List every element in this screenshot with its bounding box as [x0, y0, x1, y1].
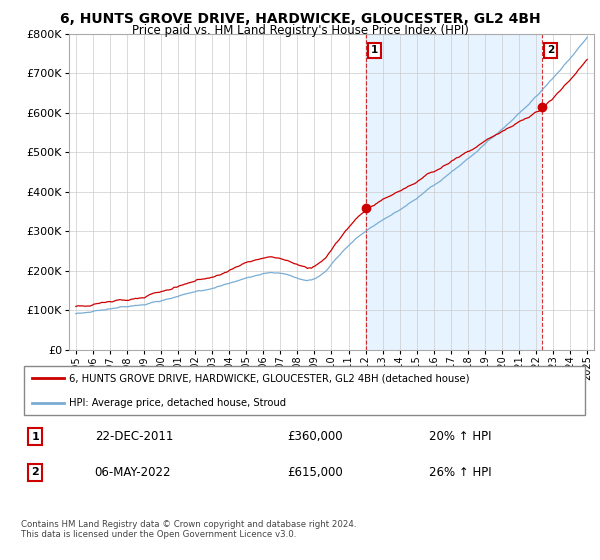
Text: 06-MAY-2022: 06-MAY-2022: [95, 466, 171, 479]
Text: £615,000: £615,000: [287, 466, 343, 479]
Text: 22-DEC-2011: 22-DEC-2011: [95, 430, 173, 443]
Text: 26% ↑ HPI: 26% ↑ HPI: [429, 466, 492, 479]
Text: 6, HUNTS GROVE DRIVE, HARDWICKE, GLOUCESTER, GL2 4BH: 6, HUNTS GROVE DRIVE, HARDWICKE, GLOUCES…: [59, 12, 541, 26]
Text: 6, HUNTS GROVE DRIVE, HARDWICKE, GLOUCESTER, GL2 4BH (detached house): 6, HUNTS GROVE DRIVE, HARDWICKE, GLOUCES…: [69, 374, 470, 384]
Text: Price paid vs. HM Land Registry's House Price Index (HPI): Price paid vs. HM Land Registry's House …: [131, 24, 469, 37]
Text: 1: 1: [31, 432, 39, 441]
Text: £360,000: £360,000: [287, 430, 343, 443]
Text: 20% ↑ HPI: 20% ↑ HPI: [429, 430, 492, 443]
FancyBboxPatch shape: [24, 366, 585, 415]
Text: 1: 1: [371, 45, 378, 55]
Text: 2: 2: [547, 45, 554, 55]
Text: Contains HM Land Registry data © Crown copyright and database right 2024.
This d: Contains HM Land Registry data © Crown c…: [21, 520, 356, 539]
Text: 2: 2: [31, 467, 39, 477]
Bar: [365, 34, 542, 350]
Text: HPI: Average price, detached house, Stroud: HPI: Average price, detached house, Stro…: [69, 398, 286, 408]
